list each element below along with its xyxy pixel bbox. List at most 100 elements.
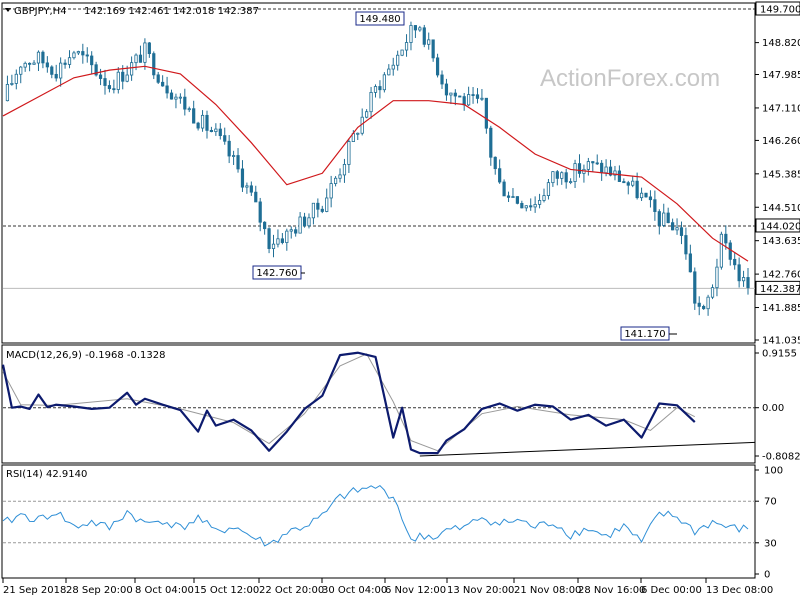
candle-body bbox=[671, 222, 675, 231]
macd-y-tick-label: 0.00 bbox=[762, 403, 784, 414]
candle-body bbox=[644, 192, 648, 198]
candle bbox=[702, 304, 706, 310]
price-tag: 144.020 bbox=[755, 218, 800, 233]
x-tick-label: 22 Oct 20:00 bbox=[259, 585, 324, 596]
candle bbox=[14, 69, 18, 90]
candle bbox=[249, 181, 253, 196]
candle bbox=[183, 88, 187, 116]
rsi-panel-frame bbox=[1, 464, 756, 579]
candle-body bbox=[36, 51, 41, 64]
candle-body bbox=[608, 166, 613, 176]
candle-body bbox=[156, 74, 160, 83]
candle bbox=[276, 229, 280, 248]
candle-body bbox=[196, 122, 200, 129]
candle bbox=[28, 62, 32, 72]
price-y-tick-label: 141.035 bbox=[762, 336, 800, 347]
candle bbox=[289, 226, 293, 239]
candle-body bbox=[63, 62, 67, 65]
candle-body bbox=[653, 199, 657, 212]
candle-body bbox=[520, 202, 524, 209]
candle bbox=[471, 87, 475, 104]
candle-body bbox=[5, 84, 10, 102]
candle-body bbox=[382, 74, 386, 91]
candle-body bbox=[564, 172, 568, 183]
candle bbox=[684, 227, 688, 260]
candle bbox=[240, 160, 245, 192]
candle bbox=[214, 123, 218, 136]
candle bbox=[325, 188, 329, 213]
price-y-tick-label: 148.820 bbox=[762, 38, 800, 49]
candle-body bbox=[187, 108, 191, 111]
candle-body bbox=[391, 64, 395, 70]
rsi-panel bbox=[1, 464, 756, 579]
candle bbox=[178, 93, 182, 104]
candle-body bbox=[121, 71, 125, 82]
candle bbox=[595, 154, 599, 165]
candle-body bbox=[409, 25, 413, 43]
candle bbox=[338, 168, 342, 183]
candle-body bbox=[72, 52, 76, 59]
candle bbox=[524, 205, 528, 212]
candle bbox=[307, 213, 311, 229]
annotation-box bbox=[355, 11, 405, 26]
candle-body bbox=[702, 305, 706, 310]
candle-body bbox=[240, 168, 245, 188]
candle-body bbox=[302, 216, 307, 227]
candle-body bbox=[728, 242, 732, 260]
candle-body bbox=[679, 227, 684, 236]
price-tag: 149.700 bbox=[755, 1, 800, 16]
candle bbox=[36, 50, 41, 71]
candle bbox=[152, 51, 156, 80]
candle-body bbox=[67, 57, 72, 65]
candle bbox=[369, 86, 373, 119]
candle-body bbox=[342, 164, 347, 176]
candle bbox=[147, 42, 151, 58]
candle bbox=[511, 188, 515, 198]
candle-body bbox=[258, 201, 262, 223]
candle bbox=[591, 161, 595, 172]
candle-body bbox=[59, 62, 63, 79]
candle-body bbox=[45, 62, 49, 68]
candle bbox=[116, 67, 120, 94]
candle-body bbox=[458, 95, 462, 98]
candle bbox=[72, 50, 76, 60]
x-tick-label: 13 Nov 20:00 bbox=[447, 585, 514, 596]
candle-body bbox=[294, 229, 298, 234]
candle-body bbox=[577, 163, 582, 174]
candle-body bbox=[143, 42, 147, 63]
candle bbox=[54, 64, 58, 82]
candle bbox=[294, 226, 298, 237]
candle bbox=[653, 190, 657, 221]
candle-body bbox=[524, 205, 528, 209]
candle bbox=[444, 78, 449, 101]
candle bbox=[223, 127, 227, 145]
candle bbox=[467, 86, 471, 107]
candle bbox=[502, 179, 506, 197]
candle bbox=[413, 25, 418, 38]
rsi-y-tick-label: 30 bbox=[764, 538, 777, 549]
candle-body bbox=[733, 258, 737, 266]
candle bbox=[103, 69, 107, 95]
candle-body bbox=[329, 183, 333, 199]
macd-panel bbox=[1, 344, 756, 464]
candle bbox=[741, 270, 746, 287]
current-price-box bbox=[755, 280, 800, 295]
rsi-title: RSI(14) 42.9140 bbox=[6, 469, 87, 480]
candle-body bbox=[267, 228, 271, 249]
candle-body bbox=[484, 97, 488, 129]
candle bbox=[165, 76, 169, 99]
candle-body bbox=[81, 51, 85, 56]
candle bbox=[365, 109, 369, 119]
candle bbox=[218, 123, 222, 140]
candle bbox=[489, 125, 493, 166]
candle bbox=[342, 158, 347, 183]
candle-body bbox=[626, 182, 630, 186]
candle bbox=[617, 165, 621, 182]
candle bbox=[431, 39, 435, 62]
candle bbox=[245, 182, 249, 194]
candle bbox=[76, 50, 80, 56]
candle bbox=[373, 84, 378, 98]
candle-body bbox=[675, 227, 679, 231]
candle bbox=[333, 176, 338, 187]
